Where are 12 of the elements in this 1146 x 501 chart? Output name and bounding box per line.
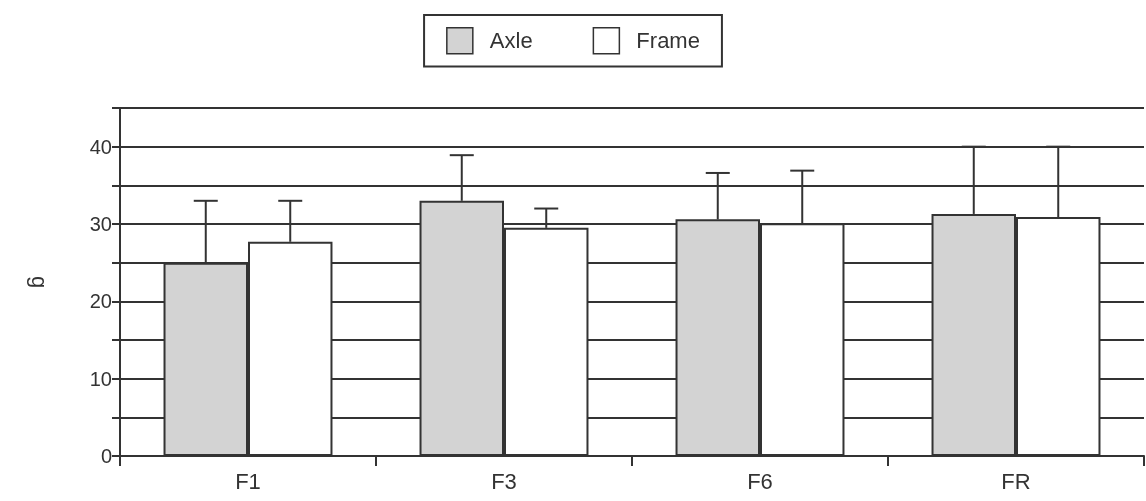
legend-label: Axle xyxy=(489,28,533,54)
y-tick-label: 0 xyxy=(100,445,112,467)
x-tick-label: FR xyxy=(1001,468,1031,494)
y-tick-label: 40 xyxy=(89,135,112,158)
x-tick-label: F3 xyxy=(491,468,517,494)
y-tick-label: 10 xyxy=(89,367,112,390)
y-axis-title: g xyxy=(26,275,52,289)
x-tick-label: F6 xyxy=(747,468,773,494)
x-tick-label: F1 xyxy=(235,468,261,494)
legend-label: Frame xyxy=(636,28,700,54)
y-tick-label: 20 xyxy=(89,290,112,313)
y-tick-label: 30 xyxy=(89,213,112,235)
